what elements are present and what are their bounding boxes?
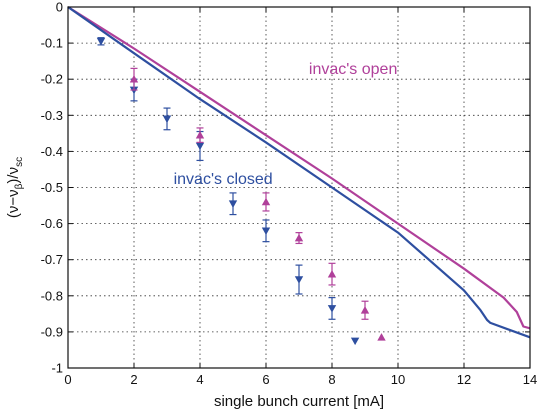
x-tick-label: 8	[328, 372, 335, 387]
y-tick-label: -0.1	[41, 36, 63, 51]
x-tick-label: 12	[457, 372, 471, 387]
y-tick-label: -0.3	[41, 108, 63, 123]
data-point	[294, 233, 304, 242]
y-axis-label-sub1: β	[14, 183, 25, 189]
series-line-1	[67, 6, 531, 339]
annotation-invacs-closed: invac's closed	[174, 171, 273, 188]
data-point	[261, 197, 271, 206]
ticks: 0 2 4 6 8 10 12 14 0 -0.1 -0.2 -0.3 -0.4 -0.5 -0.6 -0.7…	[41, 0, 537, 387]
data-point	[195, 142, 205, 151]
y-tick-label: -0.4	[41, 144, 63, 159]
y-tick-label: -0.7	[41, 252, 63, 267]
data-point	[294, 276, 304, 284]
y-tick-label: -1	[51, 361, 63, 376]
x-tick-label: 6	[262, 372, 269, 387]
y-axis-label-sub2: sc	[14, 157, 25, 167]
y-axis-label-part2: )/ν	[5, 167, 22, 184]
y-tick-label: -0.6	[41, 216, 63, 231]
x-tick-label: 14	[523, 372, 537, 387]
data-point	[327, 269, 337, 278]
y-axis-label: (ν−νβ)/νsc	[5, 157, 25, 218]
data-point	[228, 200, 238, 208]
y-tick-label: -0.8	[41, 288, 63, 303]
data-point	[261, 227, 271, 236]
x-axis-label: single bunch current [mA]	[214, 393, 384, 410]
x-tick-label: 4	[196, 372, 203, 387]
data-point	[360, 306, 370, 314]
annotation-invacs-open: invac's open	[309, 61, 397, 78]
y-tick-label: 0	[56, 0, 63, 15]
grid	[68, 7, 530, 368]
y-tick-label: -0.2	[41, 72, 63, 87]
y-tick-label: -0.9	[41, 324, 63, 339]
y-tick-label: -0.5	[41, 180, 63, 195]
x-tick-label: 10	[391, 372, 405, 387]
series-layer	[67, 6, 531, 346]
data-point	[96, 37, 106, 46]
series-line-0	[67, 6, 531, 330]
x-tick-label: 0	[64, 372, 71, 387]
data-point	[350, 337, 360, 346]
y-axis-label-part1: (ν−ν	[5, 189, 22, 218]
data-point	[327, 305, 337, 313]
x-tick-label: 2	[130, 372, 137, 387]
data-point	[377, 333, 386, 341]
data-point	[162, 115, 172, 124]
data-point	[195, 130, 205, 139]
data-point	[129, 75, 139, 83]
